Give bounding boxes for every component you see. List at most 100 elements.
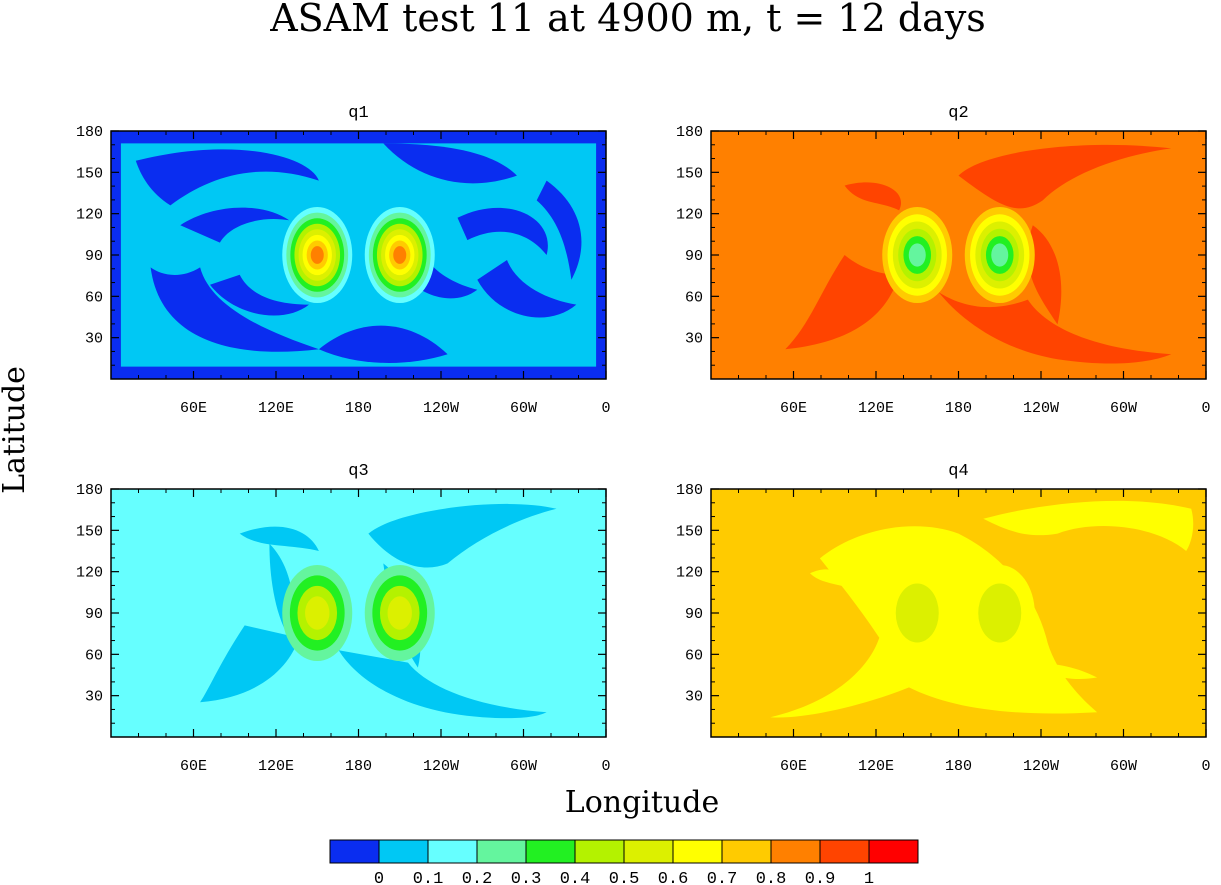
vortex-contour xyxy=(387,596,412,630)
y-tick-label: 90 xyxy=(85,248,103,265)
y-tick-label: 120 xyxy=(76,565,103,582)
panel-title: q3 xyxy=(348,462,368,481)
filament xyxy=(1027,225,1062,325)
colorbar-swatch xyxy=(819,839,870,864)
y-tick-label: 60 xyxy=(685,647,703,664)
y-tick-label: 90 xyxy=(685,248,703,265)
y-tick-label: 120 xyxy=(676,565,703,582)
x-axis-label: Longitude xyxy=(565,785,719,820)
panel-title: q2 xyxy=(948,104,968,123)
filament xyxy=(958,144,1172,209)
filament-layer xyxy=(785,144,1172,364)
panel-q2: q2 30 60 90 120 150 180 60E 120E 180 120W 60W 0 xyxy=(676,104,1211,417)
x-tick-label: 180 xyxy=(945,400,972,417)
y-tick-label: 150 xyxy=(676,523,703,540)
x-tick-label: 120E xyxy=(258,400,294,417)
y-tick-label: 30 xyxy=(685,331,703,348)
filament xyxy=(210,274,309,316)
filament xyxy=(318,325,448,363)
colorbar-tick-label: 0.3 xyxy=(511,870,542,885)
field-background xyxy=(111,489,606,737)
x-tick-label: 180 xyxy=(345,758,372,775)
y-tick-label: 120 xyxy=(76,207,103,224)
filament xyxy=(810,569,850,589)
filament xyxy=(938,292,1172,364)
x-tick-label: 60W xyxy=(1110,400,1137,417)
colorbar-tick-label: 0.1 xyxy=(413,870,444,885)
panel-title: q1 xyxy=(348,104,368,123)
vortex-contour xyxy=(393,246,407,264)
filament xyxy=(383,143,517,184)
vortex-contour xyxy=(305,596,330,630)
vortex-contour xyxy=(895,583,939,643)
colorbar-swatch xyxy=(672,839,723,864)
panel-q3: q3 30 60 90 120 150 180 60E 120E 180 120W 60W 0 xyxy=(76,462,611,775)
x-tick-label: 120E xyxy=(858,400,894,417)
x-tick-label: 180 xyxy=(945,758,972,775)
y-tick-label: 180 xyxy=(76,482,103,499)
y-tick-label: 150 xyxy=(76,523,103,540)
colorbar-tick-label: 0.4 xyxy=(560,870,591,885)
colorbar-tick-label: 0 xyxy=(374,870,384,885)
vortex-contour xyxy=(310,246,324,264)
filament xyxy=(135,149,319,206)
colorbar-swatch xyxy=(868,839,919,864)
x-tick-label: 60W xyxy=(510,400,537,417)
filament xyxy=(1027,662,1098,680)
panel-title: q4 xyxy=(948,462,968,481)
y-tick-label: 180 xyxy=(76,124,103,141)
x-tick-label: 120E xyxy=(258,758,294,775)
y-tick-label: 90 xyxy=(85,606,103,623)
colorbar-tick-label: 0.8 xyxy=(756,870,787,885)
y-tick-label: 120 xyxy=(676,207,703,224)
x-tick-label: 120W xyxy=(423,400,459,417)
colorbar-tick-label: 0.9 xyxy=(805,870,836,885)
x-tick-label: 0 xyxy=(601,400,610,417)
colorbar-swatch xyxy=(476,839,527,864)
x-tick-label: 60E xyxy=(180,400,207,417)
x-tick-label: 120W xyxy=(423,758,459,775)
x-tick-label: 60E xyxy=(180,758,207,775)
x-tick-label: 120E xyxy=(858,758,894,775)
filament xyxy=(368,503,557,568)
panel-q1: q1 30 60 90 120 150 180 60E 120E 180 120W 60W 0 xyxy=(76,104,611,417)
filament xyxy=(239,526,319,551)
y-tick-label: 30 xyxy=(85,689,103,706)
colorbar-swatch xyxy=(623,839,674,864)
colorbar-tick-label: 1 xyxy=(864,870,874,885)
filament xyxy=(200,625,300,703)
filament xyxy=(785,255,900,350)
field-background xyxy=(711,131,1206,379)
colorbar-swatch xyxy=(378,839,429,864)
filament-layer xyxy=(770,500,1194,718)
colorbar-tick-label: 0.6 xyxy=(658,870,689,885)
filament xyxy=(983,500,1194,551)
colorbar-tick-label: 0.2 xyxy=(462,870,493,885)
filament xyxy=(844,182,902,211)
x-tick-label: 60E xyxy=(780,400,807,417)
colorbar-tick-label: 0.5 xyxy=(609,870,640,885)
y-axis-label: Latitude xyxy=(0,366,32,494)
y-tick-label: 180 xyxy=(676,124,703,141)
y-tick-label: 90 xyxy=(685,606,703,623)
colorbar-swatch xyxy=(721,839,772,864)
filament xyxy=(536,180,582,280)
vortex-contour xyxy=(978,583,1022,643)
x-tick-label: 120W xyxy=(1023,758,1059,775)
filament xyxy=(457,207,548,255)
x-tick-label: 180 xyxy=(345,400,372,417)
x-tick-label: 0 xyxy=(1201,400,1210,417)
filament xyxy=(150,267,319,352)
panels-group: q1 30 60 90 120 150 180 60E 120E 180 120W 60W 0 q2 30 6… xyxy=(76,104,1211,775)
colorbar-swatch xyxy=(525,839,576,864)
figure-title: ASAM test 11 at 4900 m, t = 12 days xyxy=(269,0,986,40)
colorbar-swatch xyxy=(427,839,478,864)
x-tick-label: 0 xyxy=(1201,758,1210,775)
x-tick-label: 0 xyxy=(601,758,610,775)
vortex-contour xyxy=(991,243,1009,267)
colorbar-swatch xyxy=(574,839,625,864)
panel-q4: q4 30 60 90 120 150 180 60E 120E 180 120W 60W 0 xyxy=(676,462,1211,775)
colorbar-swatch xyxy=(329,839,380,864)
filament xyxy=(180,207,290,243)
colorbar-tick-label: 0.7 xyxy=(707,870,738,885)
